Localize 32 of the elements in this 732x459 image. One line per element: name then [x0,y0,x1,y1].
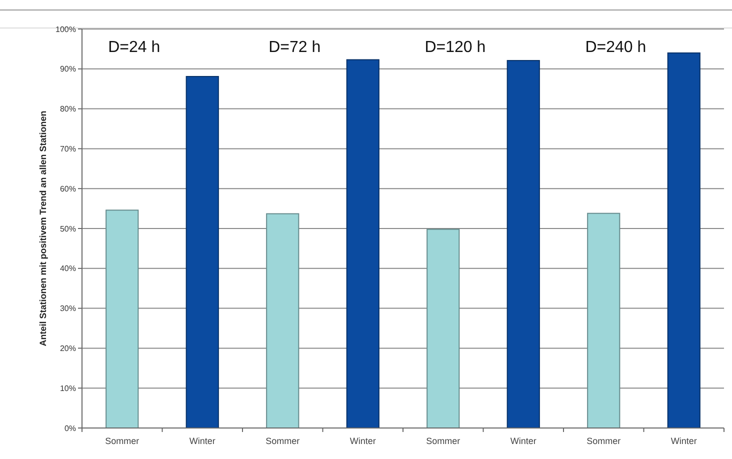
y-axis-title: Anteil Stationen mit positivem Trend an allen Stationen [38,110,48,346]
y-tick-label: 50% [60,224,76,234]
bar [587,212,620,428]
y-tick-label: 40% [60,264,76,274]
bar [506,60,540,428]
y-tick-label: 70% [60,144,76,154]
x-tick-label: Winter [670,436,697,446]
bar [426,228,460,428]
annotation: D=24 h [108,39,160,56]
annotation: D=72 h [268,39,321,56]
bar [346,59,380,428]
y-tick-label: 0% [64,424,76,433]
annotation: D=240 h [585,39,646,56]
bar [106,210,139,428]
annotation: D=120 h [424,39,486,56]
y-tick-label: 90% [60,64,76,74]
x-tick-label: Winter [189,436,216,446]
x-tick-label: Sommer [426,436,460,446]
y-tick-label: 80% [60,104,76,114]
y-tick-label: 30% [60,304,76,314]
x-tick-label: Winter [350,436,376,446]
x-tick-label: Winter [510,436,536,446]
y-tick-label: 60% [60,184,76,194]
x-tick-label: Sommer [105,436,140,446]
bar [667,52,700,428]
y-tick-label: 10% [60,384,76,393]
x-tick-label: Sommer [266,436,300,446]
bar [266,213,300,428]
x-tick-label: Sommer [586,436,621,446]
y-tick-label: 100% [56,24,76,34]
y-tick-label: 20% [60,344,76,353]
bar [186,76,219,428]
